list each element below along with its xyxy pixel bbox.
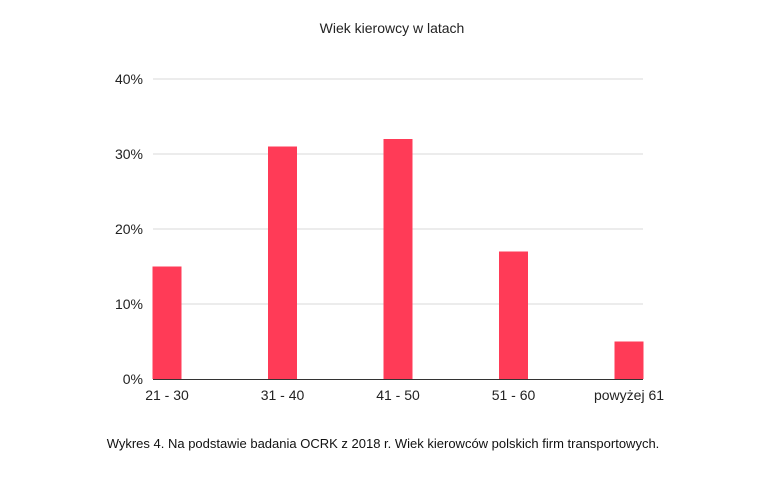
y-tick-label: 30%	[115, 146, 143, 162]
bar	[499, 251, 528, 379]
x-tick-label: 21 - 30	[145, 387, 189, 403]
y-tick-label: 0%	[123, 371, 143, 387]
bars	[152, 139, 644, 379]
x-tick-label: 51 - 60	[492, 387, 536, 403]
y-tick-label: 10%	[115, 296, 143, 312]
y-tick-label: 40%	[115, 71, 143, 87]
x-tick-label: 31 - 40	[261, 387, 305, 403]
bar	[152, 266, 182, 379]
x-tick-label: 41 - 50	[376, 387, 420, 403]
bar-chart: Wiek kierowcy w latach 0% 10% 20% 30% 40% 21…	[115, 20, 664, 403]
y-tick-label: 20%	[115, 221, 143, 237]
bar	[383, 139, 413, 379]
bar	[614, 341, 644, 379]
x-tick-label: powyżej 61	[594, 387, 664, 403]
y-axis-tick-labels: 0% 10% 20% 30% 40%	[115, 71, 143, 387]
x-axis-tick-labels: 21 - 30 31 - 40 41 - 50 51 - 60 powyżej 61	[145, 387, 664, 403]
bar	[268, 146, 297, 379]
chart-title: Wiek kierowcy w latach	[320, 20, 465, 36]
figure-caption: Wykres 4. Na podstawie badania OCRK z 20…	[106, 436, 660, 451]
